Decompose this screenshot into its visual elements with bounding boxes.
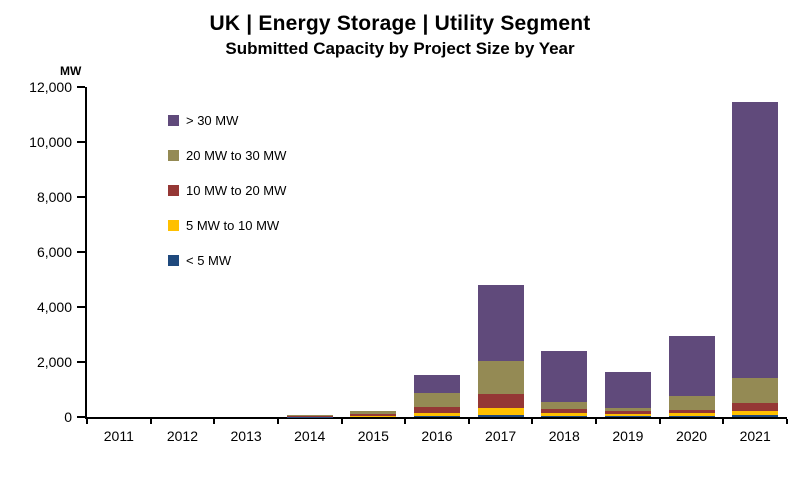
bar-segment-2017 (477, 414, 524, 417)
bar-segment-2018 (541, 408, 588, 413)
y-axis-tick-mark (77, 141, 85, 143)
legend-swatch-icon (168, 255, 179, 266)
bar-segment-2017 (477, 407, 524, 415)
x-axis-tick-mark (276, 419, 279, 424)
x-axis-tick-label: 2011 (103, 428, 134, 444)
legend-item: < 5 MW (168, 253, 286, 268)
x-axis-tick-label: 2014 (294, 428, 326, 444)
bar-segment-2019 (604, 407, 651, 411)
x-axis-tick-mark (213, 419, 216, 424)
y-axis-tick-mark (77, 251, 85, 253)
legend-item: > 30 MW (168, 113, 286, 128)
y-axis-tick-label: 6,000 (36, 244, 72, 260)
bar-segment-2017 (477, 394, 524, 408)
x-axis-tick-mark (404, 419, 407, 424)
legend-swatch-icon (168, 220, 179, 231)
x-axis-tick-mark (786, 419, 788, 424)
legend-label: < 5 MW (186, 253, 232, 268)
bar-segment-2019 (604, 371, 651, 408)
bar-segment-2016 (414, 407, 460, 413)
x-axis-tick-mark (149, 419, 152, 424)
bar-segment-2020 (668, 410, 715, 414)
bar-segment-2016 (414, 412, 460, 416)
x-axis-tick-mark (86, 419, 88, 424)
bar-segment-2015 (350, 410, 397, 415)
chart-title: UK | Energy Storage | Utility Segment (209, 12, 591, 35)
y-axis-tick-mark (77, 86, 85, 88)
x-axis-tick-label: 2018 (548, 428, 580, 444)
x-axis-tick-mark (722, 419, 725, 424)
y-axis-tick-label: 8,000 (36, 189, 72, 205)
x-axis-tick-mark (467, 419, 470, 424)
y-axis-tick-label: 4,000 (36, 299, 72, 315)
bar-segment-2014 (286, 415, 333, 417)
plot-area (85, 87, 787, 419)
legend-label: 10 MW to 20 MW (186, 183, 287, 198)
bar-segment-2019 (604, 410, 651, 414)
y-axis-tick-label: 2,000 (36, 354, 72, 370)
bar-segment-2016 (414, 375, 460, 394)
bar-segment-2018 (541, 351, 588, 402)
y-axis-tick-mark (77, 361, 85, 363)
bar-segment-2018 (541, 412, 588, 417)
x-axis-tick-label: 2021 (739, 428, 771, 444)
y-axis-tick-mark (77, 306, 85, 308)
x-axis-tick-label: 2020 (675, 428, 708, 444)
legend-swatch-icon (168, 115, 179, 126)
bar-segment-2017 (477, 285, 524, 362)
bar-segment-2020 (668, 416, 715, 418)
legend-swatch-icon (168, 150, 179, 161)
y-axis-tick-mark (77, 416, 85, 418)
x-axis-tick-label: 2019 (612, 428, 644, 444)
x-axis-tick-mark (658, 419, 661, 424)
bar-segment-2018 (541, 416, 588, 418)
legend-swatch-icon (168, 185, 179, 196)
bar-segment-2019 (604, 413, 651, 417)
x-axis-tick-label: 2015 (357, 428, 389, 444)
bar-segment-2021 (732, 402, 779, 412)
x-axis-tick-label: 2017 (485, 428, 517, 444)
x-axis-tick-label: 2013 (230, 428, 262, 444)
bar-segment-2020 (668, 396, 715, 411)
legend-item: 20 MW to 30 MW (168, 148, 286, 163)
legend-item: 10 MW to 20 MW (168, 183, 286, 198)
bar-segment-2016 (414, 415, 460, 417)
bar-segment-2018 (541, 401, 588, 409)
bar-segment-2021 (732, 102, 779, 379)
y-axis-unit-label: MW (60, 64, 82, 78)
y-axis-tick-label: 12,000 (29, 79, 72, 95)
x-axis-tick-label: 2012 (166, 428, 199, 444)
bar-segment-2020 (668, 335, 715, 397)
bar-segment-2020 (668, 413, 715, 417)
chart-subtitle: Submitted Capacity by Project Size by Ye… (225, 39, 575, 58)
bar-segment-2017 (477, 361, 524, 395)
chart-legend: > 30 MW 20 MW to 30 MW 10 MW to 20 MW 5 MW … (168, 113, 286, 288)
legend-label: 20 MW to 30 MW (186, 148, 287, 163)
x-axis-tick-mark (340, 419, 343, 424)
y-axis-tick-label: 0 (64, 409, 72, 425)
y-axis-tick-mark (77, 196, 85, 198)
legend-label: > 30 MW (186, 113, 239, 128)
legend-item: 5 MW to 10 MW (168, 218, 286, 233)
bar-segment-2019 (604, 416, 651, 418)
stacked-bar-chart: MW > 30 MW 20 MW to 30 MW 10 MW to 20 MW 5 … (0, 63, 800, 453)
legend-label: 5 MW to 10 MW (186, 218, 280, 233)
x-axis-tick-mark (531, 419, 534, 424)
bar-segment-2015 (350, 416, 397, 418)
bar-segment-2021 (732, 411, 779, 416)
bar-segment-2021 (732, 415, 779, 417)
bar-segment-2016 (414, 393, 460, 408)
x-axis-tick-label: 2016 (421, 428, 453, 444)
bar-segment-2015 (350, 414, 397, 416)
bar-segment-2015 (350, 415, 397, 417)
chart-page: UK | Energy Storage | Utility Segment Su… (0, 12, 800, 453)
y-axis-tick-label: 10,000 (29, 134, 72, 150)
bar-segment-2021 (732, 378, 779, 403)
bar-segment-2014 (286, 415, 333, 417)
bar-segment-2014 (286, 416, 333, 418)
x-axis-tick-mark (595, 419, 598, 424)
